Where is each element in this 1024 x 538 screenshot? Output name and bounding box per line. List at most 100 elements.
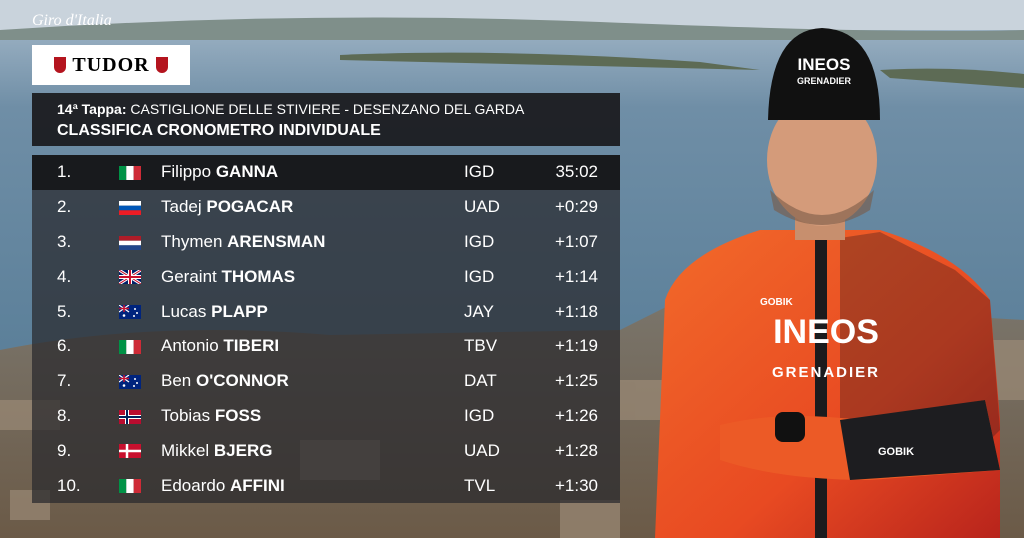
stage-route: CASTIGLIONE DELLE STIVIERE - DESENZANO D… [130, 101, 525, 117]
rider-name: Antonio TIBERI [161, 336, 279, 356]
result-row: 5. Lucas PLAPP JAY +1:18 [32, 294, 620, 329]
shield-icon [155, 57, 168, 73]
time: +1:19 [554, 336, 598, 356]
stage-line: 14ª Tappa: CASTIGLIONE DELLE STIVIERE - … [57, 101, 524, 117]
sleeve-logo: GOBIK [878, 446, 914, 458]
result-row: 1. Filippo GANNA IGD 35:02 [32, 155, 620, 190]
flag-icon [119, 479, 141, 494]
shield-icon [54, 57, 67, 73]
result-row: 9. Mikkel BJERG UAD +1:28 [32, 433, 620, 469]
rank: 5. [57, 301, 72, 321]
rider-name: Tobias FOSS [161, 406, 261, 426]
flag-icon [119, 444, 141, 459]
time: +1:18 [554, 301, 598, 321]
team-code: IGD [464, 162, 495, 182]
flag-icon [119, 166, 141, 180]
rider-name: Filippo GANNA [161, 162, 278, 182]
first-name: Tadej [161, 197, 202, 217]
collar-logo: GOBIK [760, 297, 794, 308]
team-code: TBV [464, 336, 498, 356]
result-row: 8. Tobias FOSS IGD +1:26 [32, 398, 620, 434]
last-name: FOSS [214, 405, 262, 425]
cap-text: GRENADIER [797, 76, 852, 86]
first-name: Lucas [161, 301, 207, 321]
first-name: Edoardo [161, 475, 226, 495]
flag-icon [119, 409, 141, 424]
time: +1:07 [554, 231, 598, 251]
beard [770, 190, 874, 225]
rank: 1. [57, 162, 72, 182]
last-name: GANNA [215, 162, 279, 182]
result-row: 2. Tadej POGACAR UAD +0:29 [32, 189, 620, 225]
rider-name: Thymen ARENSMAN [161, 232, 325, 252]
rider-name: Ben O'CONNOR [161, 371, 289, 391]
last-name: POGACAR [206, 197, 294, 217]
flag-icon [119, 235, 141, 250]
time: +1:28 [554, 440, 598, 460]
stage-label: 14ª Tappa: [57, 101, 127, 117]
team-code: IGD [464, 405, 495, 425]
rider-name: Edoardo AFFINI [161, 476, 285, 496]
watch [775, 412, 805, 442]
time: 35:02 [555, 162, 598, 182]
rank: 7. [57, 371, 72, 391]
first-name: Antonio [161, 336, 219, 356]
time: +1:26 [554, 405, 598, 425]
last-name: O'CONNOR [195, 371, 289, 391]
last-name: TIBERI [223, 336, 280, 356]
last-name: AFFINI [230, 475, 285, 495]
face [767, 94, 877, 226]
far-shore [0, 17, 1024, 40]
flag-icon [119, 270, 141, 285]
chest-logo: INEOS [773, 313, 879, 351]
cap [768, 28, 880, 120]
result-row: 7. Ben O'CONNOR DAT +1:25 [32, 363, 620, 399]
team-code: UAD [464, 440, 500, 460]
team-code: JAY [464, 301, 494, 321]
sponsor-logo: TUDOR [32, 45, 190, 85]
rank: 10. [57, 475, 81, 495]
results-table: 1. Filippo GANNA IGD 35:02 2. Tadej POGACAR UA… [32, 155, 620, 503]
flag-icon [119, 200, 141, 215]
last-name: ARENSMAN [227, 231, 326, 251]
header-title: CLASSIFICA CRONOMETRO INDIVIDUALE [57, 122, 381, 139]
chest-logo: GRENADIER [772, 364, 880, 381]
team-code: IGD [464, 231, 495, 251]
first-name: Tobias [161, 405, 211, 425]
last-name: PLAPP [211, 301, 268, 321]
time: +1:25 [554, 371, 598, 391]
rank: 2. [57, 197, 72, 217]
zip [815, 235, 827, 538]
team-code: DAT [464, 371, 497, 391]
flag-icon [119, 339, 141, 354]
rider: INEOS GRENADIER INEOS GRENADIER GOBIK GO… [655, 28, 1000, 538]
sponsor-name: TUDOR [72, 53, 150, 76]
broadcast-logo: Giro d'Italia [32, 12, 112, 29]
cap-text: INEOS [798, 55, 851, 74]
rank: 6. [57, 336, 72, 356]
rank: 8. [57, 405, 72, 425]
rider-name: Mikkel BJERG [161, 441, 272, 461]
result-row: 4. Geraint THOMAS IGD +1:14 [32, 259, 620, 295]
rider-name: Tadej POGACAR [161, 197, 293, 217]
first-name: Filippo [161, 162, 212, 182]
last-name: BJERG [213, 440, 273, 460]
rank: 3. [57, 231, 72, 251]
header: 14ª Tappa: CASTIGLIONE DELLE STIVIERE - … [32, 93, 620, 146]
team-code: TVL [464, 475, 496, 495]
first-name: Geraint [161, 266, 217, 286]
rider-name: Lucas PLAPP [161, 302, 268, 322]
rank: 4. [57, 266, 72, 286]
island [880, 68, 1024, 88]
flag-icon [119, 305, 141, 320]
peninsula [340, 52, 760, 70]
flag-icon [119, 374, 141, 389]
result-row: 6. Antonio TIBERI TBV +1:19 [32, 328, 620, 364]
rider-name: Geraint THOMAS [161, 267, 295, 287]
time: +1:14 [554, 266, 598, 286]
last-name: THOMAS [221, 266, 296, 286]
time: +0:29 [554, 197, 598, 217]
team-code: UAD [464, 197, 500, 217]
rank: 9. [57, 440, 72, 460]
